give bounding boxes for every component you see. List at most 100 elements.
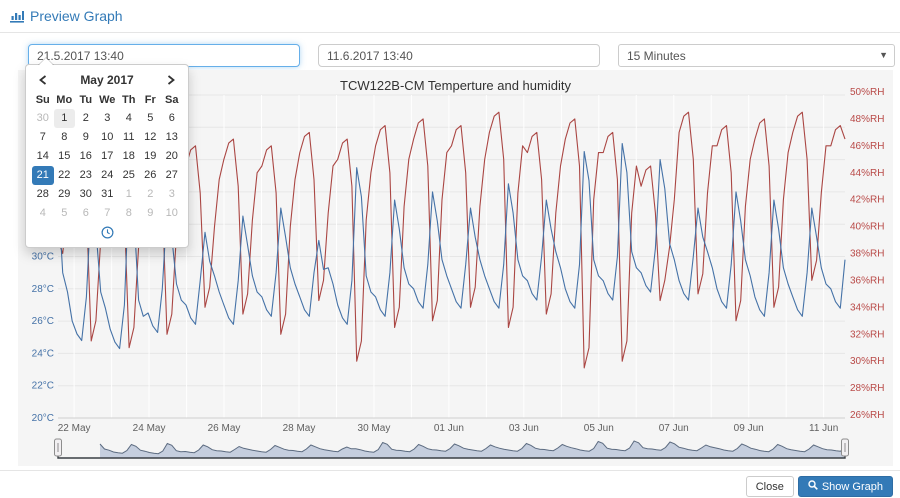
svg-text:40%RH: 40%RH <box>850 222 884 233</box>
calendar-day[interactable]: 28 <box>36 188 49 200</box>
end-datetime-input[interactable] <box>318 44 600 67</box>
calendar-weekday-label: Th <box>122 94 136 106</box>
calendar-weekday-label: Su <box>35 94 50 106</box>
calendar-day[interactable]: 5 <box>61 207 68 219</box>
calendar-day[interactable]: 4 <box>125 112 132 124</box>
calendar-day[interactable]: 6 <box>168 112 175 124</box>
calendar-day[interactable]: 10 <box>165 207 178 219</box>
calendar-day[interactable]: 18 <box>122 150 135 162</box>
svg-text:48%RH: 48%RH <box>850 114 884 125</box>
calendar-day[interactable]: 9 <box>82 131 89 143</box>
calendar-day[interactable]: 2 <box>82 112 89 124</box>
time-picker-toggle[interactable] <box>32 223 182 245</box>
calendar-day[interactable]: 29 <box>58 188 71 200</box>
svg-text:32%RH: 32%RH <box>850 329 884 340</box>
svg-text:01 Jun: 01 Jun <box>434 423 464 434</box>
calendar-weekday-label: We <box>99 94 116 106</box>
navigator-right-handle[interactable] <box>841 438 849 457</box>
calendar-day[interactable]: 23 <box>79 169 92 181</box>
svg-text:28°C: 28°C <box>32 284 54 295</box>
prev-month-icon[interactable] <box>32 70 54 90</box>
svg-text:34%RH: 34%RH <box>850 302 884 313</box>
close-button[interactable]: Close <box>745 476 794 497</box>
calendar-day[interactable]: 30 <box>79 188 92 200</box>
calendar-day[interactable]: 17 <box>101 150 114 162</box>
calendar-day[interactable]: 21 <box>32 166 54 185</box>
calendar-day[interactable]: 15 <box>58 150 71 162</box>
svg-text:26%RH: 26%RH <box>850 410 884 421</box>
calendar-day[interactable]: 24 <box>101 169 114 181</box>
calendar-weekday-label: Mo <box>56 94 73 106</box>
navigator-series-line <box>99 440 846 455</box>
y-right-axis-labels: 26%RH 28%RH 30%RH 32%RH 34%RH 36%RH 38%RH 40%RH… <box>850 87 884 421</box>
interval-select-wrap: 15 Minutes ▼ <box>618 44 895 67</box>
svg-text:05 Jun: 05 Jun <box>584 423 614 434</box>
navigator-left-handle[interactable] <box>54 438 62 457</box>
calendar-day[interactable]: 3 <box>168 188 175 200</box>
datepicker-header: May 2017 <box>32 69 182 91</box>
calendar-day[interactable]: 7 <box>39 131 46 143</box>
svg-text:22 May: 22 May <box>58 423 91 434</box>
svg-text:28 May: 28 May <box>283 423 316 434</box>
calendar-day[interactable]: 10 <box>101 131 114 143</box>
calendar-weekday-label: Tu <box>79 94 93 106</box>
calendar-grid: Su Mo Tu We Th Fr Sa 30 1 2 3 4 5 6 7 8 9 10 11 12 13 14 15 16 1… <box>32 91 182 223</box>
chart-title: TCW122B-CM Temperture and humidity <box>340 78 571 93</box>
calendar-day[interactable]: 5 <box>147 112 154 124</box>
clock-icon <box>101 226 114 242</box>
svg-text:44%RH: 44%RH <box>850 168 884 179</box>
calendar-day[interactable]: 1 <box>53 109 75 128</box>
calendar-month-label[interactable]: May 2017 <box>80 73 134 87</box>
calendar-day[interactable]: 27 <box>165 169 178 181</box>
calendar-day[interactable]: 16 <box>79 150 92 162</box>
svg-text:22°C: 22°C <box>32 381 54 392</box>
calendar-day[interactable]: 3 <box>104 112 111 124</box>
calendar-day[interactable]: 26 <box>144 169 157 181</box>
calendar-day[interactable]: 8 <box>125 207 132 219</box>
calendar-day[interactable]: 6 <box>82 207 89 219</box>
svg-text:30°C: 30°C <box>32 252 54 263</box>
calendar-day[interactable]: 20 <box>165 150 178 162</box>
svg-text:38%RH: 38%RH <box>850 249 884 260</box>
calendar-day[interactable]: 8 <box>61 131 68 143</box>
svg-text:42%RH: 42%RH <box>850 195 884 206</box>
x-axis-labels: 22 May 24 May 26 May 28 May 30 May 01 Jun 03 J… <box>58 423 839 434</box>
calendar-day[interactable]: 14 <box>36 150 49 162</box>
show-graph-button[interactable]: Show Graph <box>797 476 893 497</box>
calendar-weekday-label: Fr <box>144 94 156 106</box>
calendar-day[interactable]: 30 <box>36 112 49 124</box>
calendar-day[interactable]: 7 <box>104 207 111 219</box>
next-month-icon[interactable] <box>160 70 182 90</box>
panel-footer: Close Show Graph <box>0 470 900 498</box>
svg-text:07 Jun: 07 Jun <box>659 423 689 434</box>
svg-text:36%RH: 36%RH <box>850 275 884 286</box>
interval-select[interactable]: 15 Minutes <box>618 44 895 67</box>
calendar-day[interactable]: 9 <box>147 207 154 219</box>
svg-text:03 Jun: 03 Jun <box>509 423 539 434</box>
svg-text:50%RH: 50%RH <box>850 87 884 98</box>
svg-text:24°C: 24°C <box>32 348 54 359</box>
calendar-day[interactable]: 31 <box>101 188 114 200</box>
svg-text:11 Jun: 11 Jun <box>809 423 838 434</box>
calendar-day[interactable]: 19 <box>144 150 157 162</box>
svg-text:30 May: 30 May <box>358 423 391 434</box>
svg-text:24 May: 24 May <box>133 423 166 434</box>
search-icon <box>808 480 818 493</box>
datepicker-popup: May 2017 Su Mo Tu We Th Fr Sa 30 1 2 3 4 5 6 7 8 9 10 11 12… <box>25 57 189 248</box>
svg-text:09 Jun: 09 Jun <box>734 423 764 434</box>
calendar-day[interactable]: 25 <box>122 169 135 181</box>
svg-text:20°C: 20°C <box>32 413 54 424</box>
svg-text:46%RH: 46%RH <box>850 141 884 152</box>
calendar-day[interactable]: 1 <box>125 188 132 200</box>
calendar-day[interactable]: 13 <box>165 131 178 143</box>
svg-text:30%RH: 30%RH <box>850 356 884 367</box>
calendar-weekday-label: Sa <box>165 94 179 106</box>
calendar-day[interactable]: 2 <box>147 188 154 200</box>
navigator-area[interactable] <box>100 441 845 458</box>
calendar-day[interactable]: 22 <box>58 169 71 181</box>
calendar-day[interactable]: 11 <box>123 131 135 143</box>
bar-chart-icon <box>10 10 24 23</box>
calendar-day[interactable]: 4 <box>39 207 46 219</box>
calendar-day[interactable]: 12 <box>144 131 157 143</box>
